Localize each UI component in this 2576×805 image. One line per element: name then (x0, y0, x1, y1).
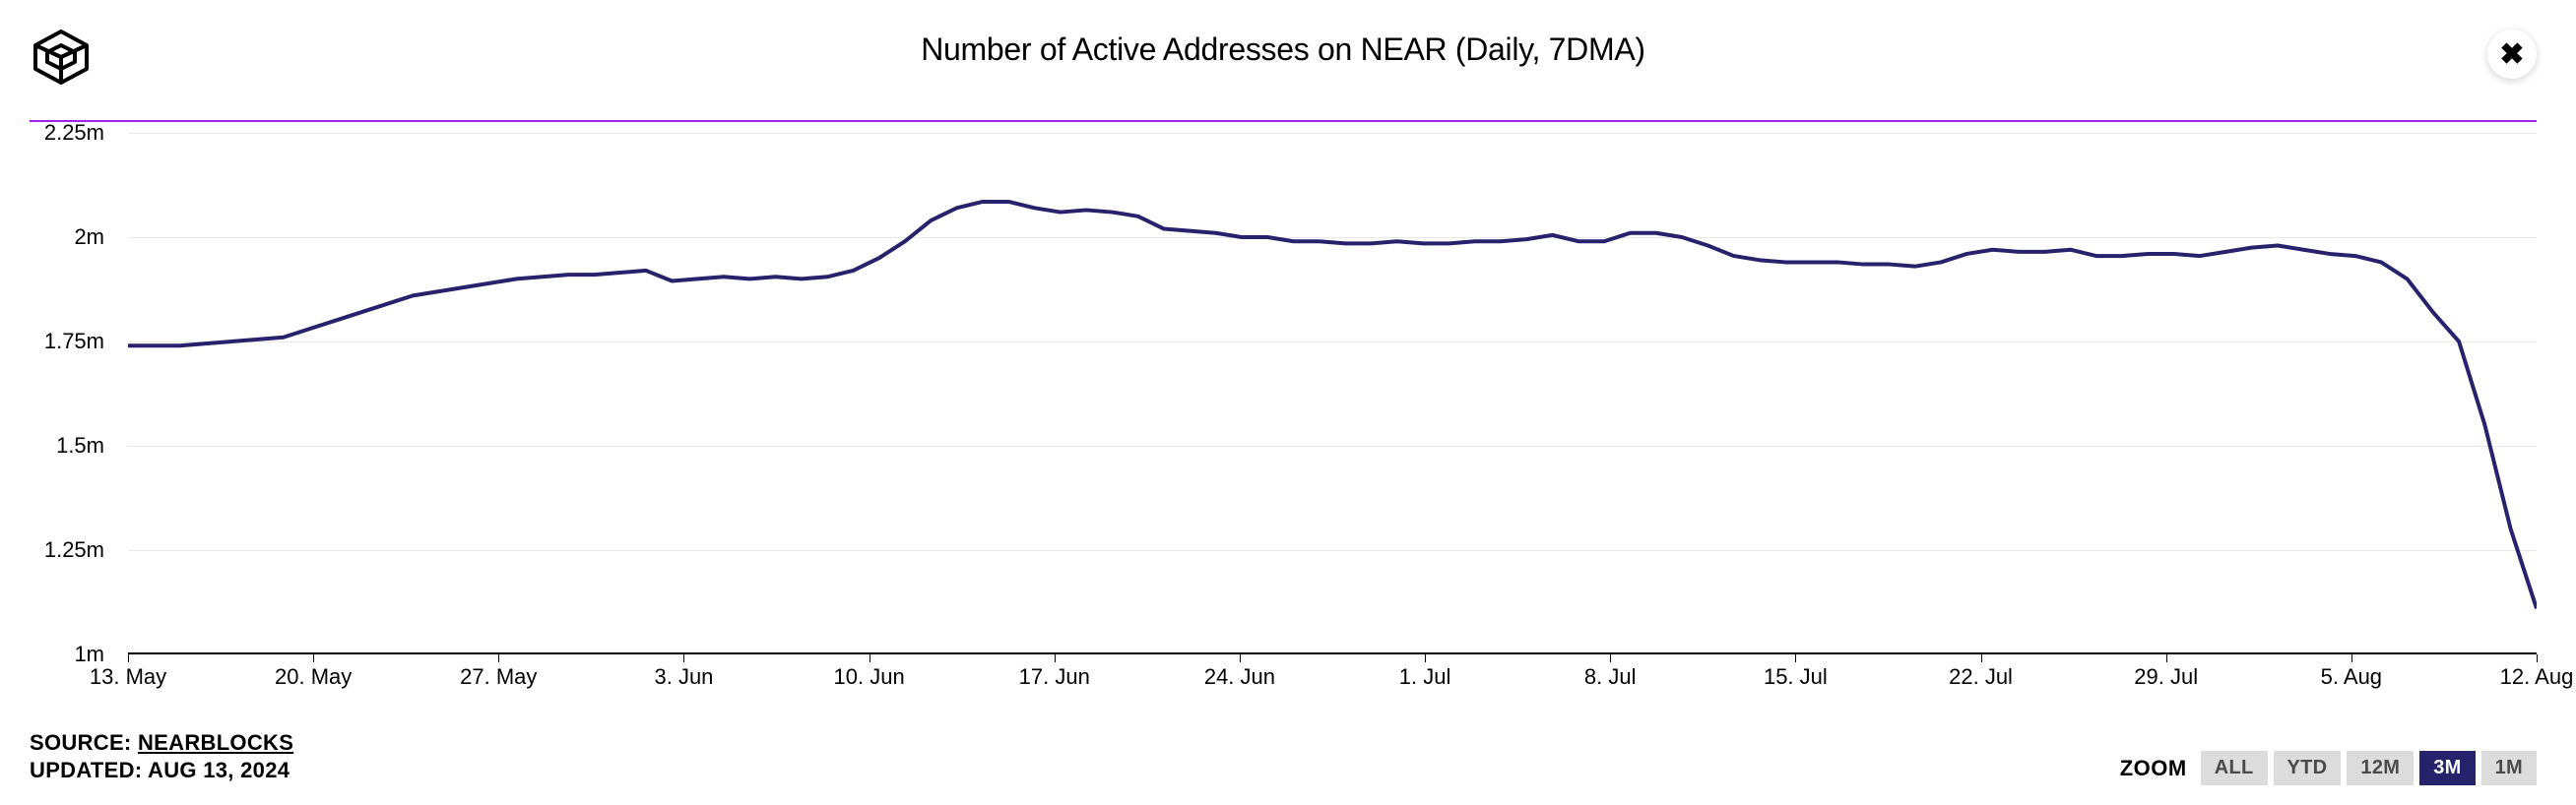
x-axis-label: 29. Jul (2134, 664, 2198, 690)
accent-divider (30, 120, 2537, 122)
chart-title: Number of Active Addresses on NEAR (Dail… (30, 31, 2537, 68)
source-prefix: SOURCE: (30, 730, 138, 755)
plot-region (128, 133, 2537, 654)
zoom-button-group: ALLYTD12M3M1M (2201, 751, 2537, 785)
zoom-button-12m[interactable]: 12M (2347, 751, 2414, 785)
source-info: SOURCE: NEARBLOCKS UPDATED: AUG 13, 2024 (30, 729, 293, 785)
x-axis-baseline (128, 652, 2537, 654)
x-axis-tick (1240, 654, 1241, 662)
x-axis-tick (2351, 654, 2352, 662)
close-icon: ✖ (2499, 37, 2524, 72)
x-axis-label: 27. May (460, 664, 537, 690)
x-axis-label: 8. Jul (1584, 664, 1637, 690)
x-axis-tick (869, 654, 870, 662)
y-axis-label: 1.25m (26, 537, 104, 563)
updated-date: AUG 13, 2024 (148, 758, 290, 782)
x-axis-tick (1425, 654, 1426, 662)
zoom-label: ZOOM (2120, 756, 2187, 781)
x-axis-tick (313, 654, 314, 662)
x-axis-label: 10. Jun (834, 664, 905, 690)
y-axis: 2.25m2m1.75m1.5m1.25m1m (30, 133, 118, 684)
x-axis-tick (128, 654, 129, 662)
chart-container: Number of Active Addresses on NEAR (Dail… (0, 0, 2576, 805)
x-axis-label: 12. Aug (2500, 664, 2574, 690)
data-line (128, 202, 2537, 608)
x-axis-tick (2166, 654, 2167, 662)
x-axis-label: 15. Jul (1764, 664, 1828, 690)
x-axis-label: 17. Jun (1019, 664, 1090, 690)
zoom-controls: ZOOM ALLYTD12M3M1M (2120, 751, 2537, 785)
zoom-button-all[interactable]: ALL (2201, 751, 2268, 785)
x-axis-tick (683, 654, 684, 662)
x-axis-tick (1795, 654, 1796, 662)
logo-icon (30, 28, 93, 92)
footer: SOURCE: NEARBLOCKS UPDATED: AUG 13, 2024… (30, 729, 2537, 785)
x-axis-label: 22. Jul (1949, 664, 2013, 690)
x-axis-label: 1. Jul (1399, 664, 1451, 690)
y-axis-label: 2m (26, 224, 104, 250)
zoom-button-3m[interactable]: 3M (2419, 751, 2475, 785)
close-button[interactable]: ✖ (2487, 30, 2537, 79)
x-axis-tick (1981, 654, 1982, 662)
zoom-button-1m[interactable]: 1M (2481, 751, 2537, 785)
zoom-button-ytd[interactable]: YTD (2274, 751, 2342, 785)
header: Number of Active Addresses on NEAR (Dail… (30, 20, 2537, 79)
x-axis-tick (1055, 654, 1056, 662)
x-axis-label: 3. Jun (654, 664, 713, 690)
y-axis-label: 1.5m (26, 433, 104, 459)
y-axis-label: 1.75m (26, 329, 104, 354)
x-axis-label: 24. Jun (1204, 664, 1275, 690)
x-axis-label: 20. May (275, 664, 352, 690)
line-chart (128, 133, 2537, 654)
x-axis-label: 13. May (90, 664, 166, 690)
x-axis-tick (2537, 654, 2538, 662)
x-axis: 13. May20. May27. May3. Jun10. Jun17. Ju… (128, 664, 2537, 694)
updated-prefix: UPDATED: (30, 758, 148, 782)
x-axis-label: 5. Aug (2321, 664, 2382, 690)
y-axis-label: 2.25m (26, 120, 104, 146)
x-axis-tick (1610, 654, 1611, 662)
x-axis-tick (498, 654, 499, 662)
chart-area: 2.25m2m1.75m1.5m1.25m1m 13. May20. May27… (30, 133, 2537, 684)
source-link[interactable]: NEARBLOCKS (138, 730, 293, 755)
